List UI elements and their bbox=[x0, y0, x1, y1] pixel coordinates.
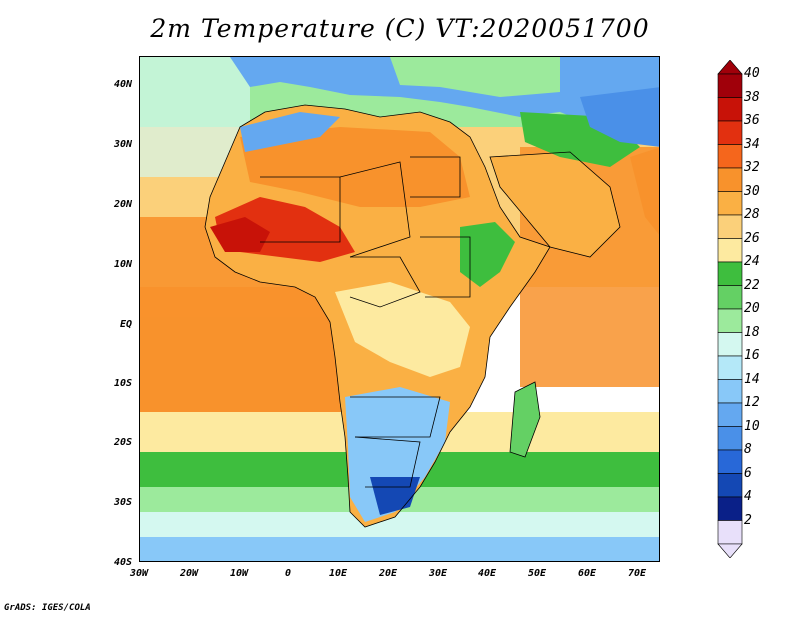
colorbar-label: 10 bbox=[744, 418, 760, 434]
colorbar-label: 4 bbox=[744, 489, 752, 504]
lon-label-30e: 30E bbox=[428, 568, 448, 579]
colorbar-label: 36 bbox=[744, 113, 760, 128]
colorbar-segment bbox=[717, 97, 743, 122]
lat-label-40n: 40N bbox=[113, 79, 132, 90]
colorbar-segment bbox=[717, 214, 743, 239]
lat-label-40s: 40S bbox=[113, 557, 132, 568]
colorbar-label: 8 bbox=[744, 442, 752, 457]
colorbar-segment bbox=[717, 191, 743, 216]
india-warm bbox=[630, 147, 659, 235]
arabia-land bbox=[490, 152, 620, 257]
lat-label-20s: 20S bbox=[113, 437, 132, 448]
colorbar-label: 14 bbox=[744, 371, 760, 387]
colorbar-label: 6 bbox=[744, 465, 752, 481]
colorbar-segment bbox=[717, 426, 743, 451]
colorbar-label: 34 bbox=[744, 136, 760, 152]
map-title: 2m Temperature (C) VT:2020051700 bbox=[150, 14, 650, 43]
colorbar-segment bbox=[717, 144, 743, 169]
colorbar-segment bbox=[717, 285, 743, 310]
lon-label-20w: 20W bbox=[179, 568, 199, 579]
lat-label-30s: 30S bbox=[113, 497, 132, 508]
europe-warm-patches bbox=[390, 57, 560, 97]
central-africa-green bbox=[335, 282, 470, 377]
lon-label-20e: 20E bbox=[378, 568, 398, 579]
colorbar-segment bbox=[717, 261, 743, 286]
colorbar-label: 30 bbox=[744, 183, 760, 199]
colorbar-segment bbox=[717, 167, 743, 192]
south-africa-cold bbox=[370, 477, 420, 515]
colorbar-label: 32 bbox=[744, 160, 760, 175]
colorbar-segment bbox=[717, 73, 743, 98]
lat-label-20n: 20N bbox=[113, 199, 132, 210]
lon-label-0: 0 bbox=[284, 568, 292, 579]
lat-label-30n: 30N bbox=[113, 139, 132, 150]
colorbar-segment bbox=[717, 520, 743, 545]
colorbar bbox=[717, 60, 743, 558]
lon-label-60e: 60E bbox=[577, 568, 597, 579]
temperature-map bbox=[139, 56, 660, 562]
colorbar-label: 24 bbox=[744, 254, 760, 269]
colorbar-label: 40 bbox=[744, 66, 760, 81]
colorbar-segment bbox=[717, 379, 743, 404]
lon-label-50e: 50E bbox=[527, 568, 547, 579]
lon-label-10e: 10E bbox=[328, 568, 348, 579]
ocean-cool-band bbox=[140, 512, 659, 537]
lat-label-eq: EQ bbox=[119, 319, 132, 330]
madagascar bbox=[510, 382, 540, 457]
west-sahel-core bbox=[210, 217, 270, 252]
colorbar-label: 16 bbox=[744, 348, 760, 363]
credit-text: GrADS: IGES/COLA bbox=[4, 603, 91, 613]
southern-africa-cool bbox=[345, 387, 450, 522]
colorbar-label: 22 bbox=[744, 277, 760, 293]
colorbar-segment bbox=[717, 238, 743, 263]
sahara-warm bbox=[240, 127, 470, 207]
colorbar-segment bbox=[717, 355, 743, 380]
colorbar-top-arrow bbox=[717, 60, 743, 75]
colorbar-segment bbox=[717, 449, 743, 474]
colorbar-label: 18 bbox=[744, 324, 760, 340]
colorbar-segment bbox=[717, 308, 743, 333]
atlas-cool bbox=[240, 112, 340, 152]
colorbar-label: 20 bbox=[744, 301, 760, 316]
ocean-cold-band bbox=[140, 537, 659, 561]
colorbar-segment bbox=[717, 496, 743, 521]
colorbar-segment bbox=[717, 473, 743, 498]
lat-label-10n: 10N bbox=[113, 259, 132, 270]
lon-label-40e: 40E bbox=[477, 568, 497, 579]
colorbar-segment bbox=[717, 332, 743, 357]
colorbar-segment bbox=[717, 120, 743, 145]
colorbar-bottom-arrow bbox=[717, 543, 743, 558]
colorbar-segment bbox=[717, 402, 743, 427]
iran-cold bbox=[580, 87, 659, 147]
east-highlands bbox=[460, 222, 515, 287]
lon-label-70e: 70E bbox=[627, 568, 647, 579]
colorbar-label: 28 bbox=[744, 207, 760, 222]
lon-label-30w: 30W bbox=[129, 568, 149, 579]
lon-label-10w: 10W bbox=[229, 568, 249, 579]
colorbar-label: 2 bbox=[744, 512, 752, 528]
colorbar-label: 38 bbox=[744, 89, 760, 105]
lat-label-10s: 10S bbox=[113, 378, 132, 389]
colorbar-label: 26 bbox=[744, 230, 760, 246]
country-borders bbox=[204, 104, 621, 528]
colorbar-label: 12 bbox=[744, 395, 760, 410]
